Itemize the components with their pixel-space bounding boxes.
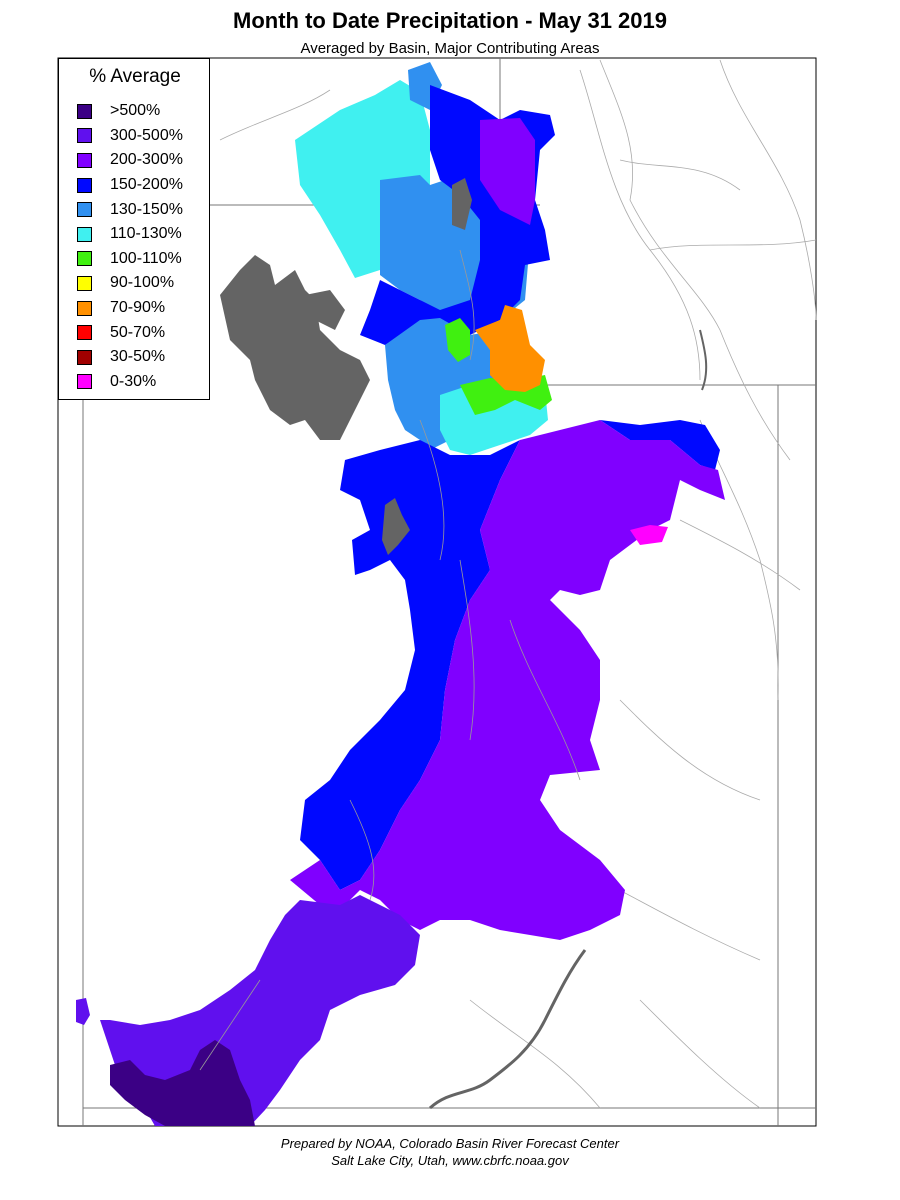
basin-150-200-central: [300, 440, 520, 890]
legend-label: 90-100%: [110, 274, 175, 292]
legend-item: 130-150%: [77, 197, 183, 222]
flaming-gorge-river: [699, 329, 708, 391]
legend-item: 0-30%: [77, 370, 183, 395]
legend-swatch: [77, 374, 92, 390]
legend: % Average >500% 300-500% 200-300% 150-20…: [58, 58, 210, 400]
legend-swatch: [77, 300, 92, 316]
legend-label: 100-110%: [110, 249, 182, 267]
legend-items: >500% 300-500% 200-300% 150-200% 130-150…: [77, 99, 183, 394]
no-data-areas: [220, 255, 410, 555]
legend-item: 100-110%: [77, 247, 183, 272]
legend-swatch: [77, 177, 92, 193]
basin-200-300-central: [340, 420, 725, 940]
legend-label: 300-500%: [110, 126, 183, 144]
legend-item: >500%: [77, 99, 183, 124]
legend-label: >500%: [110, 102, 161, 120]
basin-200-300-west-lobe: [290, 860, 360, 910]
basin-100-110-west: [445, 318, 470, 362]
legend-label: 0-30%: [110, 372, 157, 390]
legend-item: 30-50%: [77, 345, 183, 370]
legend-item: 70-90%: [77, 296, 183, 321]
legend-label: 30-50%: [110, 348, 166, 366]
legend-item: 200-300%: [77, 148, 183, 173]
basin-70-90: [475, 305, 545, 392]
basin-150-200-east-strip: [600, 420, 720, 470]
credit-line-1: Prepared by NOAA, Colorado Basin River F…: [280, 1136, 620, 1151]
legend-item: 50-70%: [77, 320, 183, 345]
legend-swatch: [77, 349, 92, 365]
basin-300-500-south: [100, 895, 420, 1126]
legend-swatch: [77, 128, 92, 144]
legend-label: 50-70%: [110, 323, 166, 341]
legend-swatch: [77, 325, 92, 341]
basin-200-300-north: [480, 118, 535, 225]
river-lines: [219, 59, 817, 1109]
basin-0-30: [630, 525, 668, 545]
map-subtitle: Averaged by Basin, Major Contributing Ar…: [300, 40, 600, 57]
legend-item: 150-200%: [77, 173, 183, 198]
great-salt-lake: [220, 255, 370, 440]
west-small-lake: [305, 290, 345, 330]
legend-label: 130-150%: [110, 200, 183, 218]
legend-item: 90-100%: [77, 271, 183, 296]
legend-label: 150-200%: [110, 176, 183, 194]
basin-300-500-tip: [76, 998, 90, 1025]
legend-item: 110-130%: [77, 222, 183, 247]
basin-regions: [76, 62, 725, 1126]
basin-no-data-lake: [452, 178, 472, 230]
utah-lake: [382, 498, 410, 555]
legend-swatch: [77, 152, 92, 168]
legend-swatch: [77, 103, 92, 119]
legend-swatch: [77, 202, 92, 218]
lake-powell: [428, 949, 587, 1110]
map-frame: [57, 57, 817, 1127]
legend-item: 300-500%: [77, 124, 183, 149]
credit-line-2: Salt Lake City, Utah, www.cbrfc.noaa.gov: [331, 1153, 569, 1168]
map-title: Month to Date Precipitation - May 31 201…: [233, 8, 667, 33]
basin-over-500-south: [110, 1040, 255, 1126]
stream-lines: [199, 249, 581, 1071]
legend-label: 70-90%: [110, 299, 166, 317]
legend-label: 110-130%: [110, 225, 182, 243]
legend-title: % Average: [89, 66, 181, 87]
legend-swatch: [77, 275, 92, 291]
legend-swatch: [77, 226, 92, 242]
legend-label: 200-300%: [110, 151, 183, 169]
legend-swatch: [77, 251, 92, 267]
